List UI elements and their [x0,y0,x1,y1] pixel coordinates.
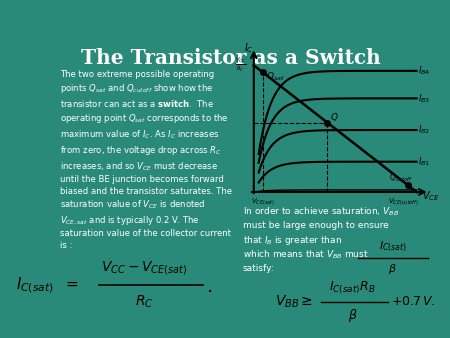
Text: $Q$: $Q$ [330,112,339,123]
Text: $\frac{V_{CC}}{R_C}$: $\frac{V_{CC}}{R_C}$ [234,56,246,74]
Text: $\beta$: $\beta$ [347,307,357,324]
Text: $V_{BB} \geq$: $V_{BB} \geq$ [275,293,313,310]
Text: which means that $V_{BB}$ must
satisfy:: which means that $V_{BB}$ must satisfy: [243,249,369,273]
Text: $.$: $.$ [206,277,218,296]
Text: The Transistor as a Switch: The Transistor as a Switch [81,48,381,68]
Text: $V_{CE}$: $V_{CE}$ [423,189,440,203]
Text: $I_{B1}$: $I_{B1}$ [418,155,431,168]
Text: $V_{CE(sat)}$: $V_{CE(sat)}$ [251,196,275,207]
Text: $I_{C(sat)}$: $I_{C(sat)}$ [378,240,407,254]
Text: $\beta$: $\beta$ [388,262,397,276]
Text: The two extreme possible operating
points $Q_{sat}$ and $Q_{cutoff}$ show how th: The two extreme possible operating point… [60,70,232,250]
Text: $I_{C(sat)}$  $=$: $I_{C(sat)}$ $=$ [16,275,79,294]
Text: $V_{CE(cutoff)}$: $V_{CE(cutoff)}$ [388,196,419,207]
Text: $I_{B4}$: $I_{B4}$ [418,65,431,77]
Text: $R_C$: $R_C$ [135,293,153,310]
Text: $I_{B3}$: $I_{B3}$ [418,92,431,105]
Text: $I_{C(sat)} R_B$: $I_{C(sat)} R_B$ [329,280,376,296]
Text: $I_C$: $I_C$ [244,42,254,55]
Text: $I_{B2}$: $I_{B2}$ [418,124,431,136]
Text: In order to achieve saturation, $V_{BB}$
must be large enough to ensure
that $I_: In order to achieve saturation, $V_{BB}$… [243,206,399,247]
Text: $Q_{cutoff}$: $Q_{cutoff}$ [389,171,413,184]
Text: $V_{CC} - V_{CE(sat)}$: $V_{CC} - V_{CE(sat)}$ [101,259,187,277]
Text: $+ 0.7\,V.$: $+ 0.7\,V.$ [391,295,436,308]
Text: $Q_{sat}$: $Q_{sat}$ [266,70,285,82]
